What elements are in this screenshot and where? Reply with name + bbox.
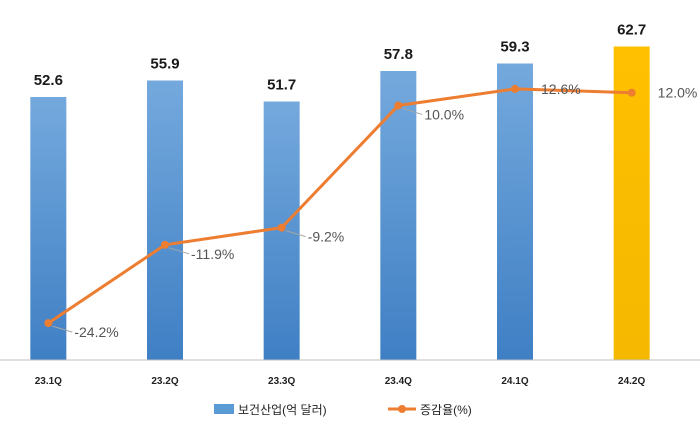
x-tick-label: 23.2Q <box>151 376 178 387</box>
bar-series <box>30 46 650 360</box>
x-tick-label: 23.3Q <box>268 376 295 387</box>
rate-value-label: 12.0% <box>658 85 698 101</box>
rate-leader-line <box>402 107 423 115</box>
rate-value-label: -24.2% <box>74 324 118 340</box>
rate-point-23.1Q <box>44 319 53 328</box>
rate-point-23.4Q <box>394 101 403 110</box>
rate-value-label: 12.6% <box>541 81 581 97</box>
rate-value-label: -9.2% <box>308 229 345 245</box>
bar-24.2Q <box>613 46 650 360</box>
rate-leader-line <box>168 247 190 255</box>
legend-line-marker <box>398 405 406 413</box>
bar-data-labels: 52.6 55.9 51.7 57.8 59.3 62.7 <box>34 22 647 94</box>
legend-bar-swatch <box>214 404 234 414</box>
rate-point-23.2Q <box>161 240 169 249</box>
bar-value-label: 52.6 <box>34 72 63 89</box>
legend: 보건산업(억 달러) 증감율(%) <box>214 403 472 417</box>
rate-point-24.2Q <box>627 88 636 97</box>
rate-line <box>47 87 632 325</box>
rate-point-23.3Q <box>277 223 286 232</box>
x-tick-labels: 23.1Q 23.2Q 23.3Q 23.4Q 24.1Q 24.2Q <box>35 376 646 387</box>
bar-23.4Q <box>380 71 417 360</box>
rate-leader-line <box>285 230 306 238</box>
bar-value-label: 51.7 <box>267 77 296 94</box>
x-tick-label: 23.4Q <box>385 376 412 387</box>
legend-label-bar: 보건산업(억 달러) <box>238 403 327 417</box>
bar-24.1Q <box>497 63 533 360</box>
bar-value-label: 55.9 <box>150 56 179 73</box>
x-tick-label: 23.1Q <box>35 376 62 387</box>
rate-line-series <box>44 84 636 328</box>
bar-value-label: 59.3 <box>500 39 529 56</box>
rate-value-label: 10.0% <box>424 106 464 122</box>
rate-value-label: -11.9% <box>191 246 234 262</box>
bar-value-label: 62.7 <box>617 22 646 39</box>
rate-point-24.1Q <box>511 84 519 93</box>
x-tick-label: 24.1Q <box>501 376 528 387</box>
legend-label-line: 증감율(%) <box>420 403 472 417</box>
bar-value-label: 57.8 <box>384 46 413 63</box>
x-tick-label: 24.2Q <box>618 376 645 387</box>
rate-leader-line <box>52 325 73 333</box>
rate-data-labels: -24.2% -11.9% -9.2% 10.0% 12.6% 12.0% <box>52 81 697 340</box>
bar-23.2Q <box>147 80 183 360</box>
